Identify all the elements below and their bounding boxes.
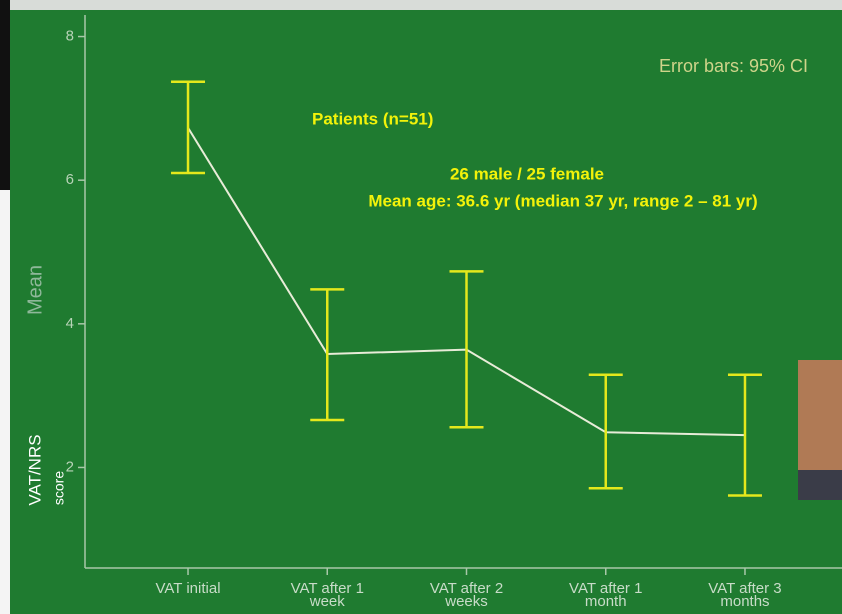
- left-strip: [0, 0, 10, 190]
- y-tick-label: 8: [66, 28, 74, 45]
- x-tick-label: VAT after 3 months: [690, 582, 800, 608]
- plot-background: [10, 10, 842, 614]
- left-margin: [0, 190, 10, 614]
- y-tick-label: 2: [66, 458, 74, 475]
- y-tick-label: 6: [66, 171, 74, 188]
- chart: Mean VAT/NRS score Error bars: 95% CI Pa…: [0, 0, 842, 614]
- error-note: Error bars: 95% CI: [659, 56, 808, 76]
- x-tick-label: VAT after 2 weeks: [412, 582, 522, 608]
- annotation: 26 male / 25 female: [450, 164, 604, 183]
- photo-shadow: [798, 470, 842, 500]
- x-tick-label: VAT initial: [133, 582, 243, 595]
- overlay-sublabel: score: [51, 471, 67, 505]
- y-tick-label: 4: [66, 315, 74, 332]
- screenshot: Mean VAT/NRS score Error bars: 95% CI Pa…: [0, 0, 842, 614]
- annotation: Patients (n=51): [312, 109, 433, 128]
- x-tick-label: VAT after 1 month: [551, 582, 661, 608]
- y-axis-label: Mean: [24, 265, 46, 315]
- annotation: Mean age: 36.6 yr (median 37 yr, range 2…: [368, 191, 757, 210]
- overlay-label: VAT/NRS: [25, 434, 44, 505]
- x-tick-label: VAT after 1 week: [272, 582, 382, 608]
